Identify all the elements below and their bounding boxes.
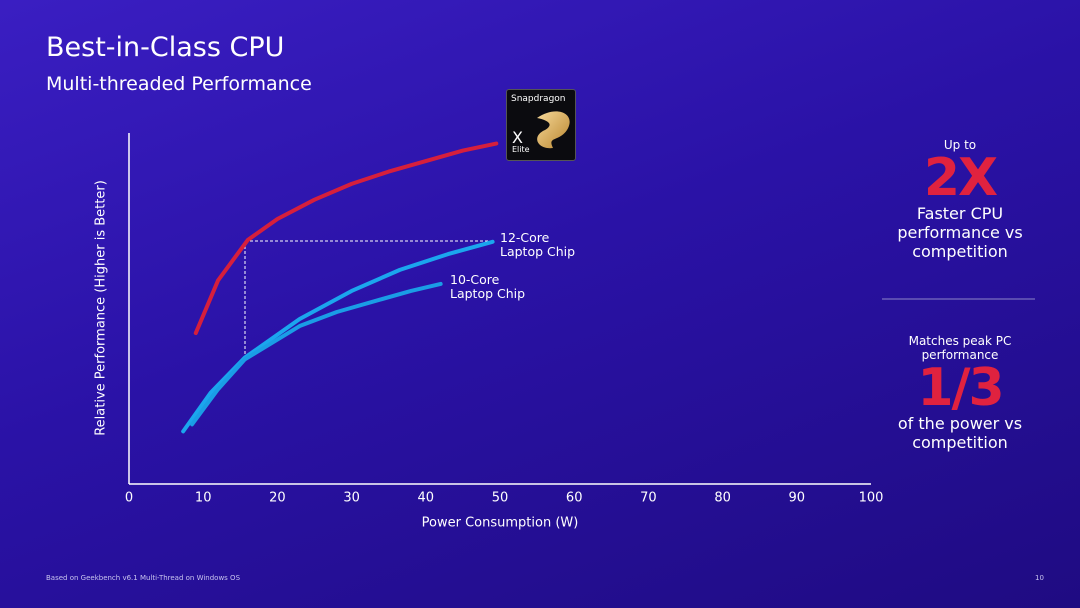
x-tick-label: 50 bbox=[492, 491, 509, 506]
data-line bbox=[193, 141, 499, 336]
x-tick-label: 0 bbox=[125, 491, 133, 506]
x-tick-label: 10 bbox=[195, 491, 212, 506]
data-line bbox=[181, 239, 495, 434]
comparison-guide bbox=[244, 240, 492, 360]
callout: Up to 2X Faster CPU performance vs compe… bbox=[890, 138, 1030, 261]
logo-model: X bbox=[512, 128, 523, 147]
x-tick-label: 30 bbox=[343, 491, 360, 506]
subtitle: Multi-threaded Performance bbox=[46, 73, 312, 95]
callout-figure: 2X bbox=[923, 148, 998, 208]
series-label: 10-Core Laptop Chip bbox=[450, 272, 526, 301]
callout-figure: 1/3 bbox=[917, 358, 1004, 418]
series-label: 12-Core Laptop Chip bbox=[500, 230, 576, 259]
x-tick-label: 100 bbox=[859, 491, 884, 506]
callout-text: Faster CPU performance vs competition bbox=[897, 204, 1023, 261]
data-line bbox=[190, 281, 443, 427]
callout-lead: Up to bbox=[943, 138, 977, 152]
x-tick-label: 40 bbox=[418, 491, 435, 506]
x-tick-label: 90 bbox=[789, 491, 806, 506]
title: Best-in-Class CPU bbox=[46, 32, 285, 63]
logo-art bbox=[537, 111, 570, 149]
callout-text: of the power vs competition bbox=[897, 414, 1023, 452]
logo-edition: Elite bbox=[512, 145, 530, 154]
x-tick-label: 60 bbox=[566, 491, 583, 506]
x-tick-label: 80 bbox=[714, 491, 731, 506]
logo: Snapdragon X Elite bbox=[506, 89, 576, 161]
callout-lead: Matches peak PC performance bbox=[908, 334, 1012, 362]
x-axis-label: Power Consumption (W) bbox=[422, 516, 579, 531]
logo-brand: Snapdragon bbox=[511, 94, 566, 104]
x-tick-label: 70 bbox=[640, 491, 657, 506]
page-number: 10 bbox=[1035, 574, 1044, 582]
footnote: Based on Geekbench v6.1 Multi-Thread on … bbox=[46, 574, 241, 582]
callout: Matches peak PC performance 1/3 of the p… bbox=[895, 334, 1025, 452]
logo-swirl bbox=[537, 111, 570, 149]
y-axis-label: Relative Performance (Higher is Better) bbox=[94, 180, 109, 436]
x-tick-label: 20 bbox=[269, 491, 286, 506]
